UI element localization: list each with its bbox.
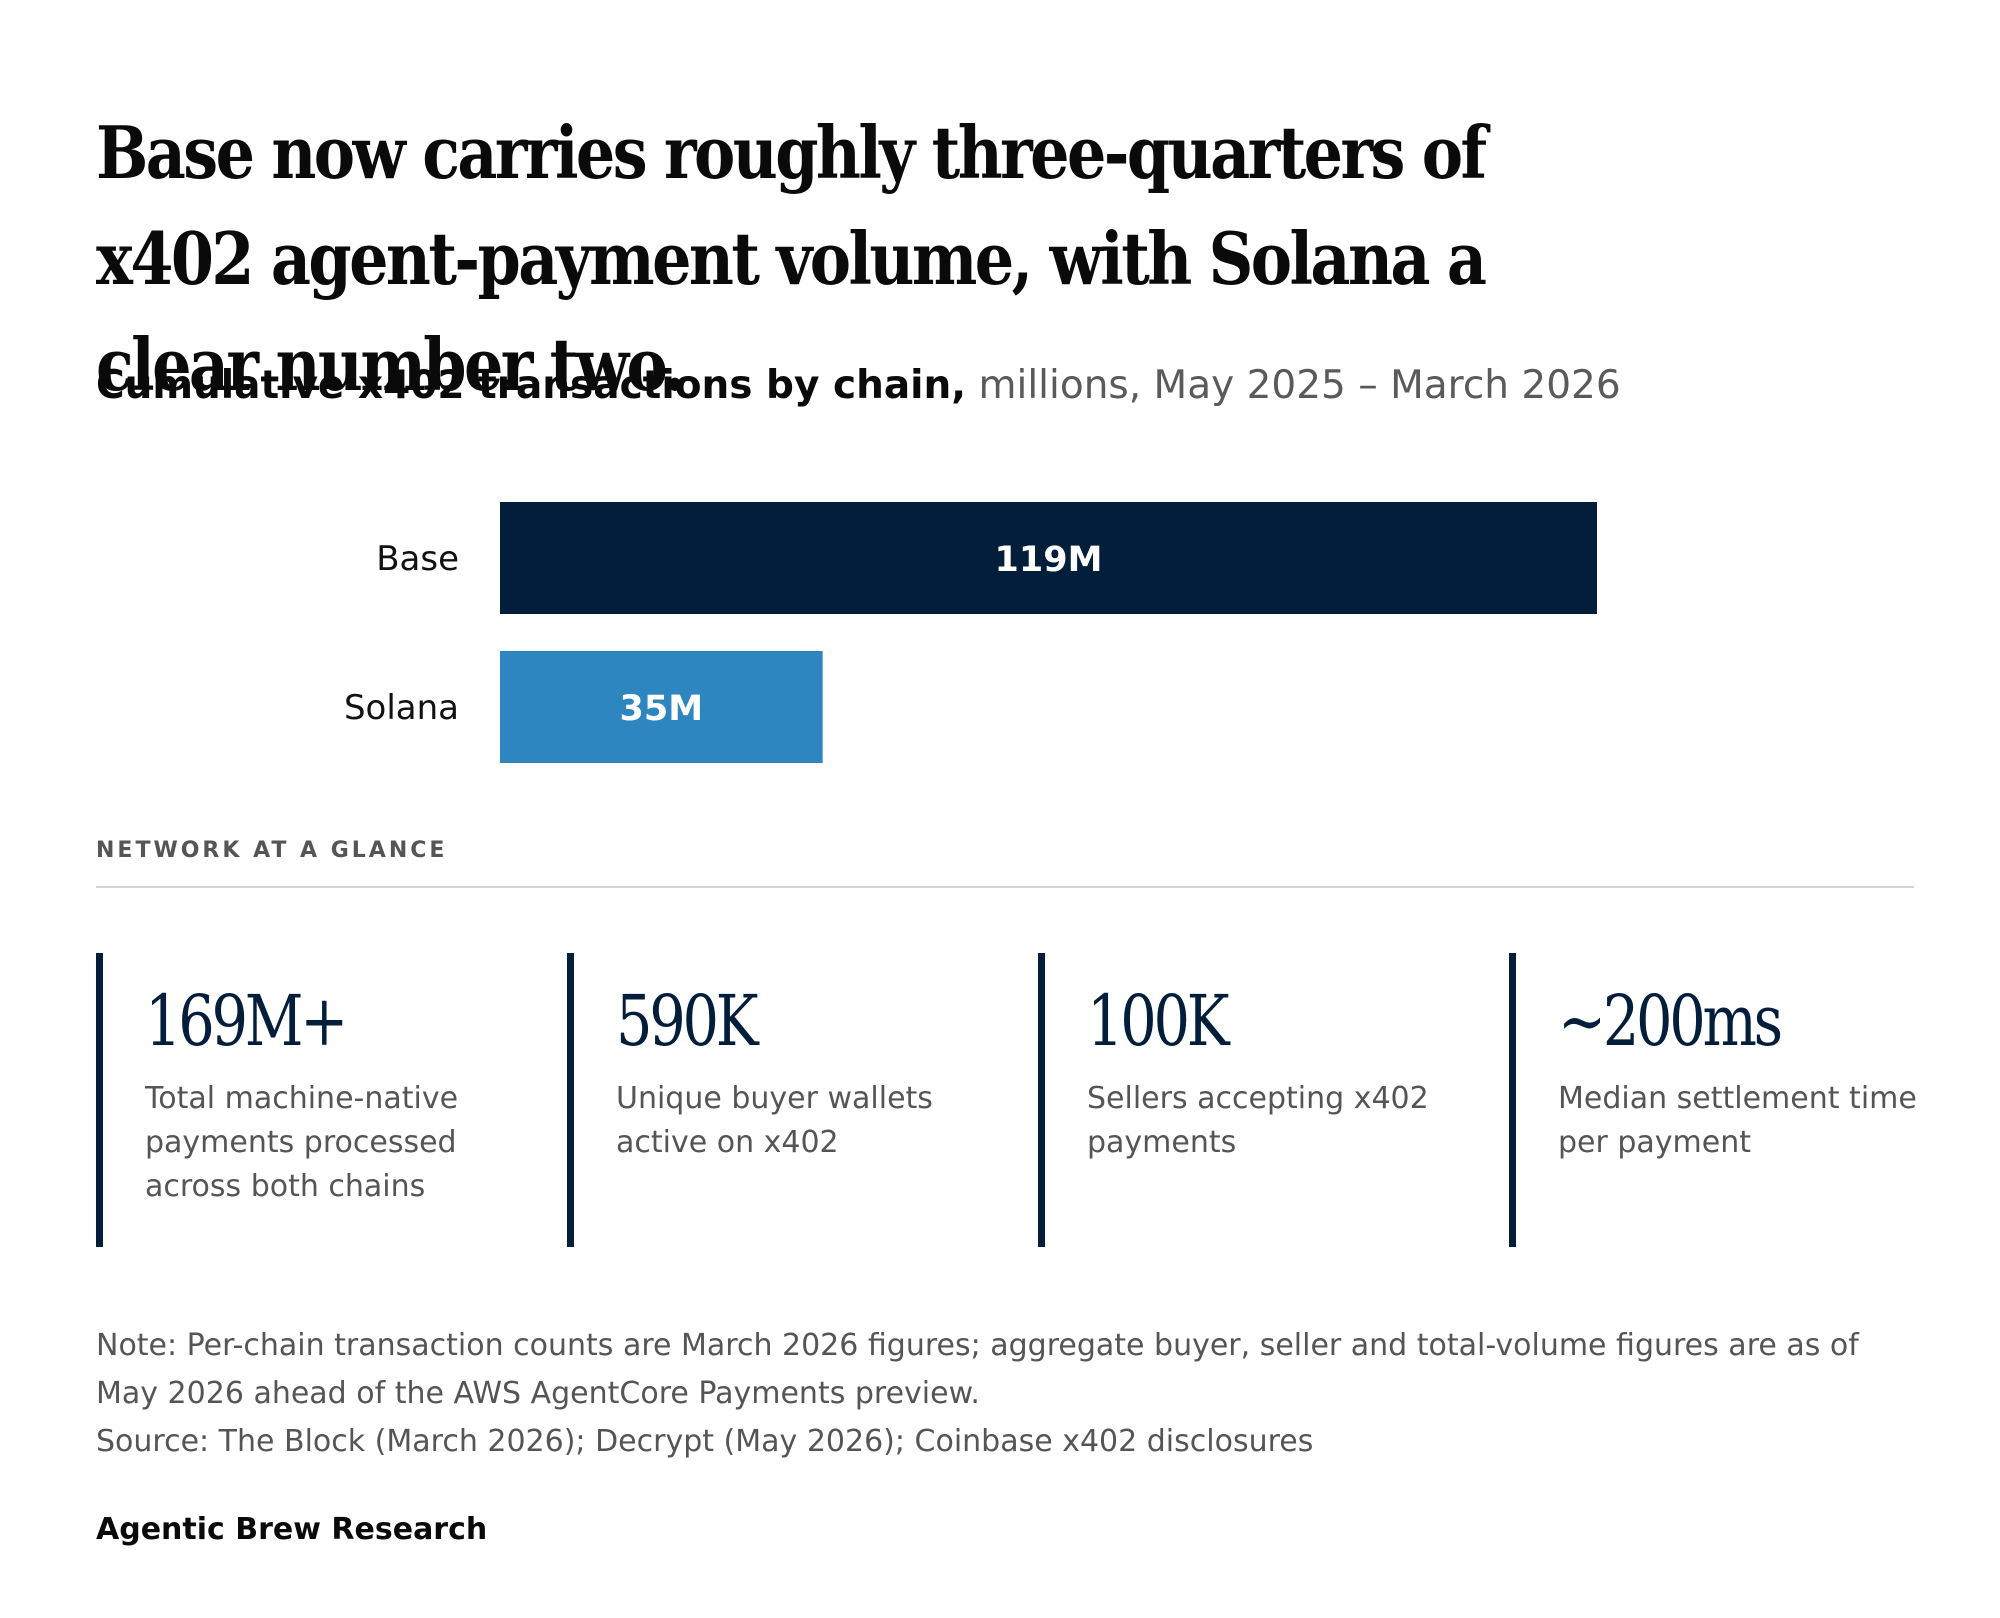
stat-description: Sellers accepting x402 payments	[1087, 1081, 1429, 1160]
brand-credit: Agentic Brew Research	[96, 1512, 488, 1547]
section-label: NETWORK AT A GLANCE	[96, 838, 448, 863]
chart-headline: Base now carries roughly three-quarters …	[96, 110, 1487, 407]
stat-card-total-payments: 169M+ Total machine-native payments proc…	[96, 953, 516, 1247]
stat-description: Total machine-native payments processed …	[145, 1081, 459, 1204]
source-text: Source: The Block (March 2026); Decrypt …	[96, 1424, 1314, 1459]
category-label-base: Base	[376, 539, 459, 579]
stat-value: ~200ms	[1558, 980, 1783, 1062]
chart-unit: millions, May 2025 – March 2026	[966, 363, 1621, 408]
stat-card-settlement-time: ~200ms Median settlement time per paymen…	[1509, 953, 1929, 1247]
data-label-solana: 35M	[620, 689, 704, 729]
chart-subtitle: Cumulative x402 transactions by chain, m…	[96, 358, 1621, 414]
stat-description: Median settlement time per payment	[1558, 1081, 1917, 1160]
bar-base	[500, 502, 1597, 614]
stat-card-sellers: 100K Sellers accepting x402 payments	[1038, 953, 1458, 1247]
bar-chart: Base 119M Solana 35M	[344, 502, 1597, 763]
section-divider	[96, 886, 1914, 888]
stat-description: Unique buyer wallets active on x402	[616, 1081, 933, 1160]
stat-value: 590K	[616, 980, 759, 1062]
footnote: Note: Per-chain transaction counts are M…	[96, 1322, 1926, 1466]
stat-value: 100K	[1087, 980, 1230, 1062]
category-label-solana: Solana	[344, 688, 459, 728]
stat-value: 169M+	[145, 980, 348, 1062]
chart-title: Cumulative x402 transactions by chain,	[96, 363, 967, 408]
bar-solana	[500, 651, 823, 763]
stat-card-buyer-wallets: 590K Unique buyer wallets active on x402	[567, 953, 987, 1247]
data-label-base: 119M	[995, 540, 1103, 580]
note-text: Note: Per-chain transaction counts are M…	[96, 1328, 1859, 1411]
